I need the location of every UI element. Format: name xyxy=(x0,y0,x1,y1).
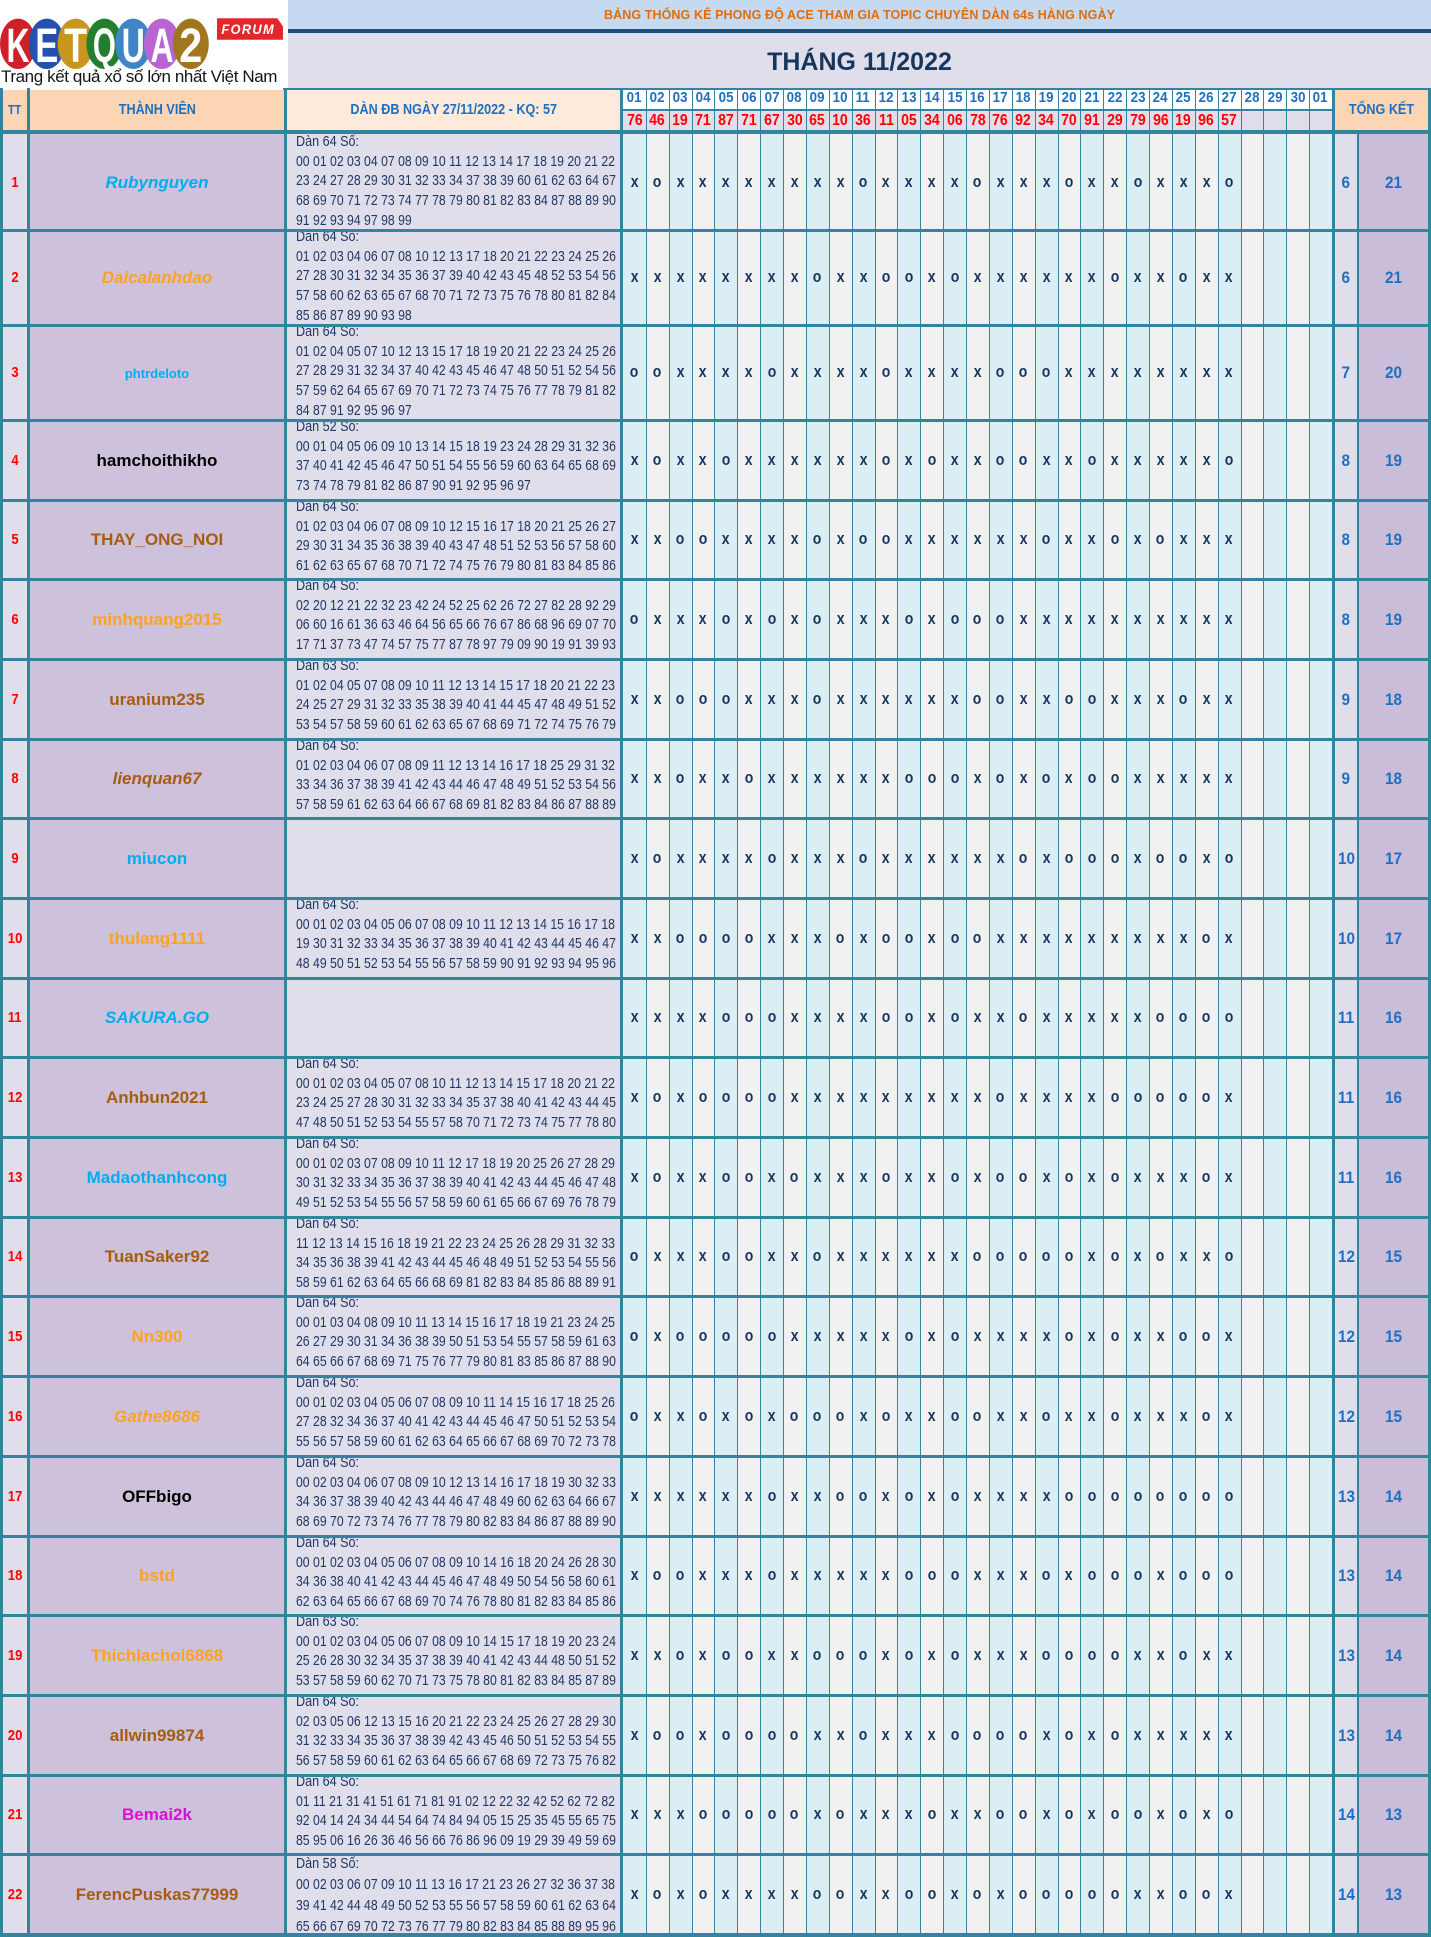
svg-text:E: E xyxy=(35,20,58,73)
svg-text:Q: Q xyxy=(93,20,116,73)
svg-text:A: A xyxy=(151,20,174,73)
svg-text:K: K xyxy=(7,20,30,73)
svg-text:T: T xyxy=(64,20,87,73)
svg-text:2: 2 xyxy=(179,20,202,73)
svg-text:U: U xyxy=(122,20,145,73)
